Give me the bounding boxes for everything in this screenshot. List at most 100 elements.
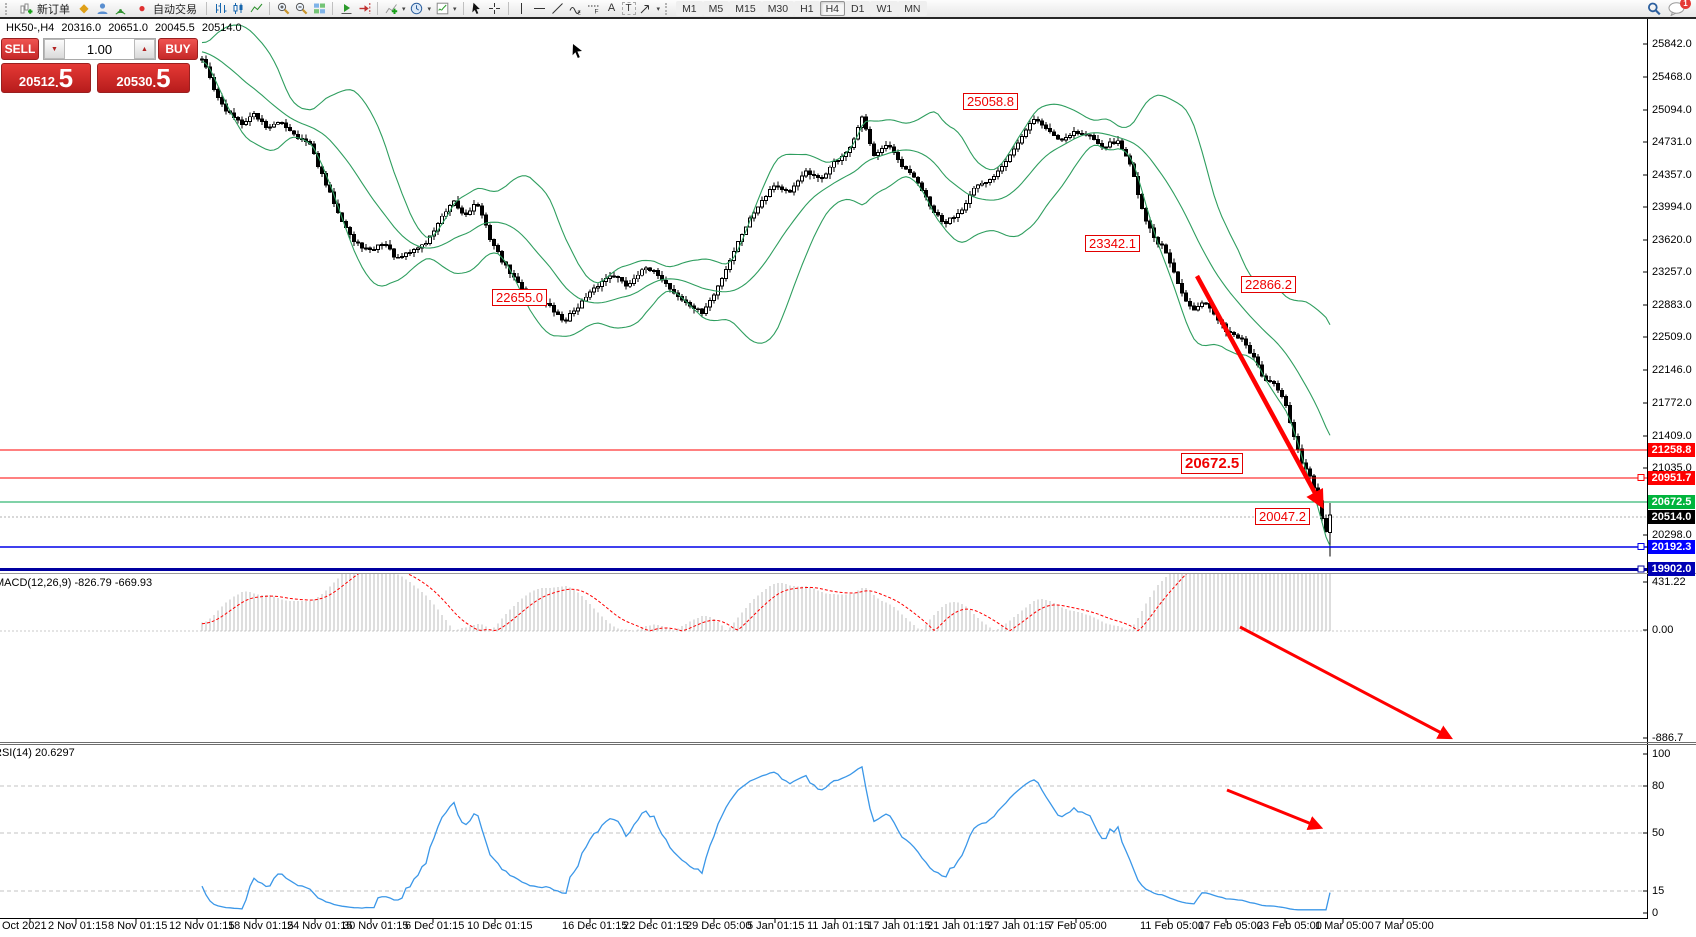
volume-decrease-button[interactable]: ▼ xyxy=(44,39,65,59)
time-axis-label: 24 Nov 01:15 xyxy=(287,920,353,932)
buy-button[interactable]: BUY xyxy=(158,38,198,60)
period-dropdown[interactable]: ▾ xyxy=(427,5,432,13)
buy-price[interactable]: 20530. 5 xyxy=(97,63,190,93)
macd-trend-arrow[interactable] xyxy=(1239,625,1453,740)
price-badge: 21258.8 xyxy=(1648,443,1695,457)
price-callout[interactable]: 20047.2 xyxy=(1255,508,1310,525)
channel-tool-icon[interactable]: E xyxy=(568,1,584,16)
sell-price[interactable]: 20512. 5 xyxy=(1,63,91,93)
time-axis-label: 11 Feb 05:00 xyxy=(1140,920,1205,932)
volume-increase-button[interactable]: ▲ xyxy=(134,39,155,59)
price-callout[interactable]: 20672.5 xyxy=(1181,453,1244,474)
zoom-in-icon[interactable] xyxy=(275,1,291,16)
line-handle[interactable] xyxy=(1637,565,1645,573)
tile-windows-icon[interactable] xyxy=(311,1,327,16)
price-callout[interactable]: 22655.0 xyxy=(492,289,547,306)
timeframe-h4[interactable]: H4 xyxy=(819,1,845,16)
toolbar-separator xyxy=(332,2,333,15)
signals-icon[interactable] xyxy=(112,1,128,16)
timeframe-m1[interactable]: M1 xyxy=(676,1,703,16)
time-axis-label: 1 Mar 05:00 xyxy=(1315,920,1374,932)
add-indicator-icon[interactable] xyxy=(383,1,399,16)
timeframe-mn[interactable]: MN xyxy=(898,1,927,16)
sell-price-big-digit: 5 xyxy=(58,63,74,93)
price-axis-tick: 24731.0 xyxy=(1652,136,1692,148)
favorites-icon[interactable]: ◆ xyxy=(79,1,89,15)
line-chart-mode-icon[interactable] xyxy=(248,1,264,16)
buy-price-big-digit: 5 xyxy=(156,63,171,93)
trendline-tool-icon[interactable] xyxy=(550,1,566,16)
timeframe-m30[interactable]: M30 xyxy=(761,1,795,16)
text-tool-icon[interactable]: A xyxy=(607,2,616,14)
ohlc-close: 20514.0 xyxy=(201,22,242,34)
buy-price-dot: . xyxy=(152,75,157,90)
toolbar-separator xyxy=(269,2,270,15)
time-axis-label: 27 Jan 01:15 xyxy=(987,920,1051,932)
timeframe-m15[interactable]: M15 xyxy=(729,1,762,16)
line-handle[interactable] xyxy=(1637,474,1645,481)
price-axis-tick: 23257.0 xyxy=(1652,266,1692,278)
candlestick-mode-icon[interactable] xyxy=(230,1,246,16)
chart-shift-icon[interactable] xyxy=(356,1,372,16)
timeframe-w1[interactable]: W1 xyxy=(870,1,899,16)
fibonacci-tool-icon[interactable]: F xyxy=(586,1,602,16)
crosshair-tool-icon[interactable] xyxy=(487,1,503,16)
time-axis-label: 18 Nov 01:15 xyxy=(228,920,294,932)
horizontal-level-lines[interactable] xyxy=(0,449,1647,573)
toolbar-separator xyxy=(462,2,464,15)
rsi-axis-tick: 0 xyxy=(1652,907,1659,919)
macd-axis-tick: 0.00 xyxy=(1652,624,1674,636)
period-clock-icon[interactable] xyxy=(409,1,425,16)
template-icon[interactable] xyxy=(434,1,450,16)
new-order-button[interactable]: 新订单 xyxy=(14,1,74,17)
timeframe-d1[interactable]: D1 xyxy=(845,1,871,16)
time-axis-label: 8 Nov 01:15 xyxy=(108,920,168,932)
price-axis-tick: 23620.0 xyxy=(1652,234,1692,246)
rsi-axis-tick: 100 xyxy=(1652,748,1671,760)
time-axis-label: 12 Nov 01:15 xyxy=(169,920,235,932)
rsi-axis-tick: 80 xyxy=(1652,780,1665,792)
search-icon[interactable] xyxy=(1646,1,1662,16)
notifications-button[interactable]: 1 xyxy=(1668,0,1691,16)
volume-input[interactable] xyxy=(65,39,134,59)
label-tool-icon[interactable]: T xyxy=(621,2,636,15)
price-callout[interactable]: 22866.2 xyxy=(1241,276,1296,293)
macd-axis-tick: -886.7 xyxy=(1652,732,1684,744)
time-axis-label: 22 Dec 01:15 xyxy=(623,920,689,932)
horizontal-line-tool-icon[interactable] xyxy=(532,1,548,16)
auto-scroll-icon[interactable] xyxy=(338,1,354,16)
rsi-trend-arrow[interactable] xyxy=(1226,788,1324,831)
line-handle[interactable] xyxy=(1637,543,1645,550)
time-axis-label: 17 Jan 01:15 xyxy=(867,920,931,932)
price-axis-tick: 25842.0 xyxy=(1652,38,1692,50)
timeframe-m5[interactable]: M5 xyxy=(702,1,730,16)
buy-price-main: 20530 xyxy=(116,74,153,89)
zoom-out-icon[interactable] xyxy=(293,1,309,16)
toolbar-grip xyxy=(5,2,10,15)
price-axis-tick: 23994.0 xyxy=(1652,201,1692,213)
time-axis-label: 30 Nov 01:15 xyxy=(343,920,409,932)
price-callout[interactable]: 23342.1 xyxy=(1085,235,1140,252)
add-indicator-dropdown[interactable]: ▾ xyxy=(402,5,406,13)
bar-chart-mode-icon[interactable] xyxy=(212,1,228,16)
price-callout[interactable]: 25058.8 xyxy=(963,93,1018,110)
notification-badge: 1 xyxy=(1680,0,1691,9)
price-axis-tick: 24357.0 xyxy=(1652,169,1692,181)
shapes-tool-icon[interactable] xyxy=(638,1,654,16)
profile-icon[interactable] xyxy=(94,1,110,16)
ohlc-high: 20651.0 xyxy=(108,22,148,34)
sell-button[interactable]: SELL xyxy=(1,38,39,60)
auto-trading-button[interactable]: ● 自动交易 xyxy=(130,1,201,17)
shapes-dropdown[interactable]: ▾ xyxy=(656,5,661,13)
template-dropdown[interactable]: ▾ xyxy=(453,5,457,13)
main-trend-arrow[interactable] xyxy=(1195,274,1324,509)
vertical-line-tool-icon[interactable] xyxy=(514,1,530,16)
time-axis-label: 7 Feb 05:00 xyxy=(1048,920,1107,932)
toolbar-separator xyxy=(206,2,207,15)
price-axis-tick: 20298.0 xyxy=(1652,529,1692,541)
macd-label: MACD(12,26,9) -826.79 -669.93 xyxy=(0,577,153,589)
cursor-tool-icon[interactable] xyxy=(469,1,485,16)
timeframe-h1[interactable]: H1 xyxy=(794,1,820,16)
mouse-cursor xyxy=(572,44,582,58)
